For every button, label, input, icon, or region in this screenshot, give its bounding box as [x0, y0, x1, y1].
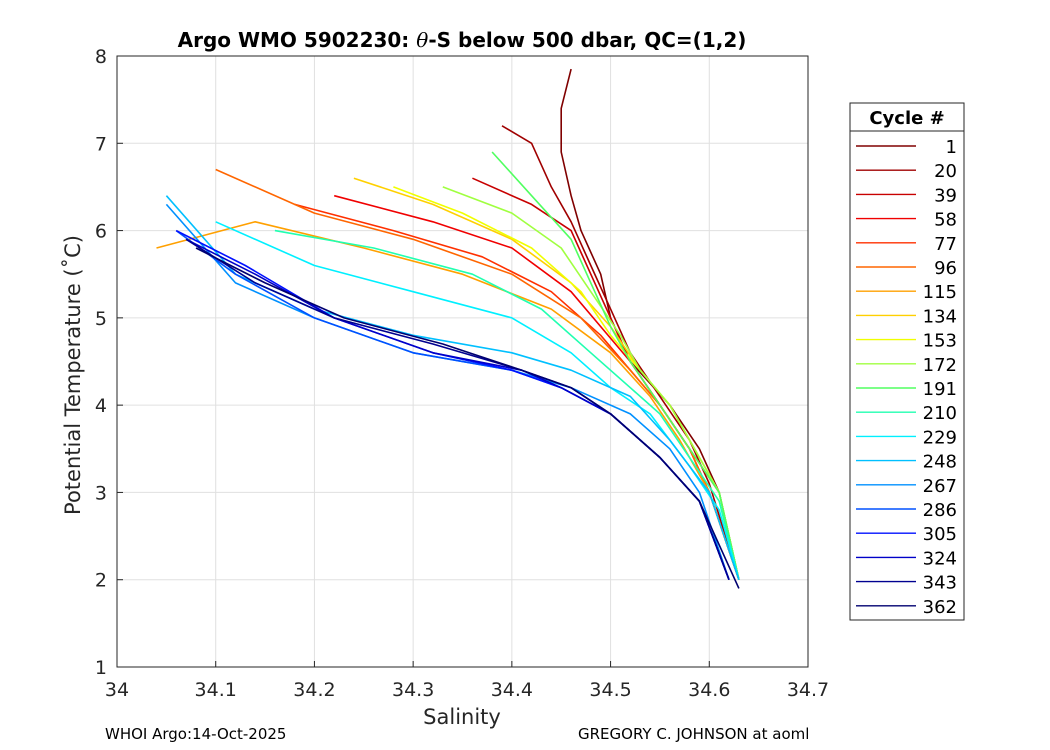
x-tick-label: 34.7	[787, 679, 829, 701]
legend-label: 305	[923, 524, 957, 545]
legend-entries: 1 20 39 58 77 96 115 134 153 172 191 210 229 248 267 28…	[856, 137, 957, 618]
chart-title-part-2: -S below 500 dbar, QC=(1,2)	[428, 28, 746, 52]
legend-label: 96	[934, 258, 957, 279]
legend-label: 172	[923, 355, 957, 376]
legend-label: 134	[923, 306, 957, 327]
x-tick-label: 34.4	[491, 679, 533, 701]
y-tick-label: 3	[95, 482, 107, 504]
series-line-cycle-172	[442, 186, 740, 580]
legend-label: 343	[923, 573, 957, 594]
series-line-cycle-1	[560, 68, 740, 580]
y-tick-label: 5	[95, 308, 107, 330]
legend-label: 1	[946, 137, 957, 158]
series-line-cycle-210	[274, 229, 740, 580]
legend-label: 248	[923, 452, 957, 473]
legend-label: 210	[923, 403, 957, 424]
x-axis-label: Salinity	[423, 705, 501, 729]
legend-label: 58	[934, 210, 957, 231]
y-ticks: 1 2 3 4 5 6 7 8	[95, 46, 123, 679]
y-tick-label: 1	[95, 657, 107, 679]
y-tick-label: 6	[95, 221, 107, 243]
series-layer	[156, 68, 740, 589]
chart-title-theta: θ	[416, 28, 428, 52]
legend-label: 267	[923, 476, 957, 497]
legend-label: 286	[923, 500, 957, 521]
legend-label: 229	[923, 427, 957, 448]
x-tick-label: 34.1	[195, 679, 237, 701]
y-tick-label: 8	[95, 46, 107, 68]
x-tick-label: 34.5	[589, 679, 631, 701]
legend-label: 362	[923, 597, 957, 618]
legend-label: 20	[934, 161, 957, 182]
y-tick-label: 2	[95, 570, 107, 592]
y-tick-label: 7	[95, 133, 107, 155]
series-line-cycle-229	[215, 221, 740, 580]
plot-frame	[116, 55, 809, 668]
legend-label: 115	[923, 282, 957, 303]
legend-label: 39	[934, 185, 957, 206]
y-axis-label: Potential Temperature (˚C)	[61, 235, 85, 515]
legend-label: 191	[923, 379, 957, 400]
series-line-cycle-96	[215, 168, 740, 580]
footer-credit-left: WHOI Argo:14-Oct-2025	[105, 725, 287, 743]
y-tick-label: 4	[95, 395, 107, 417]
series-line-cycle-20	[501, 125, 740, 580]
series-line-cycle-191	[491, 151, 740, 580]
x-tick-label: 34.2	[293, 679, 335, 701]
x-ticks: 34 34.1 34.2 34.3 34.4 34.5 34.6 34.7	[105, 661, 829, 701]
x-tick-label: 34.3	[392, 679, 434, 701]
series-line-cycle-362	[195, 247, 740, 589]
legend-label: 153	[923, 331, 957, 352]
chart-title-part-1: Argo WMO 5902230:	[178, 28, 417, 52]
legend-label: 324	[923, 548, 957, 569]
chart-title: Argo WMO 5902230: θ-S below 500 dbar, QC…	[178, 28, 747, 52]
footer-credit-right: GREGORY C. JOHNSON at aoml	[578, 725, 810, 743]
legend-title: Cycle #	[869, 108, 944, 129]
x-tick-label: 34.6	[688, 679, 730, 701]
legend: Cycle # 1 20 39 58 77 96 115 134 153 172 191 210 229…	[849, 102, 965, 621]
x-tick-label: 34	[105, 679, 129, 701]
legend-label: 77	[934, 234, 957, 255]
